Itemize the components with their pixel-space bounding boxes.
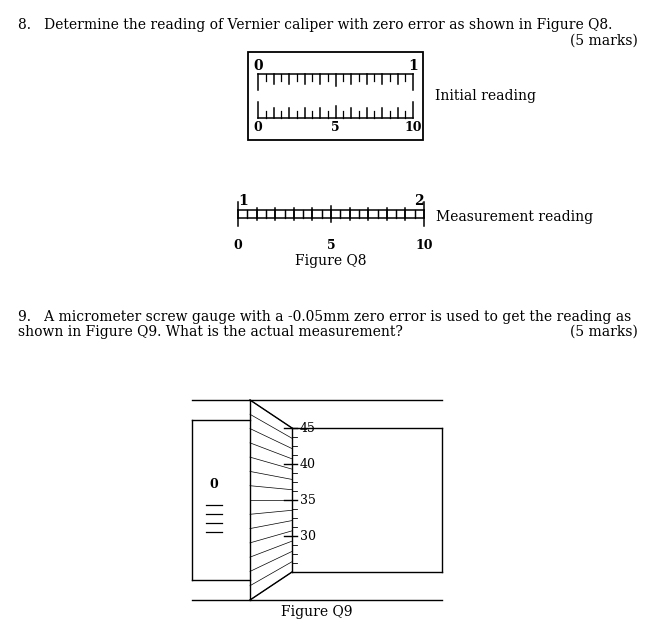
- Text: shown in Figure Q9. What is the actual measurement?: shown in Figure Q9. What is the actual m…: [18, 325, 403, 339]
- Text: 2: 2: [415, 194, 424, 208]
- Text: 0: 0: [210, 478, 218, 491]
- Text: Measurement reading: Measurement reading: [436, 210, 593, 224]
- Text: 45: 45: [300, 422, 316, 435]
- Text: 1: 1: [238, 194, 248, 208]
- Text: (5 marks): (5 marks): [570, 325, 638, 339]
- Text: 0: 0: [254, 121, 262, 134]
- Text: 35: 35: [300, 493, 316, 506]
- Text: 1: 1: [408, 59, 418, 73]
- Text: 40: 40: [300, 457, 316, 471]
- Text: 10: 10: [404, 121, 422, 134]
- Text: 30: 30: [300, 529, 316, 542]
- Text: Initial reading: Initial reading: [435, 89, 536, 103]
- Text: 9.   A micrometer screw gauge with a -0.05mm zero error is used to get the readi: 9. A micrometer screw gauge with a -0.05…: [18, 310, 631, 324]
- Text: 0: 0: [253, 59, 263, 73]
- Text: 5: 5: [331, 121, 340, 134]
- Text: 0: 0: [234, 239, 242, 252]
- Text: 10: 10: [415, 239, 433, 252]
- Text: 5: 5: [327, 239, 335, 252]
- Text: Figure Q8: Figure Q8: [295, 254, 367, 268]
- Text: (5 marks): (5 marks): [570, 34, 638, 48]
- Text: 8.   Determine the reading of Vernier caliper with zero error as shown in Figure: 8. Determine the reading of Vernier cali…: [18, 18, 612, 32]
- Text: Figure Q9: Figure Q9: [281, 605, 353, 619]
- Bar: [248, 52, 423, 140]
